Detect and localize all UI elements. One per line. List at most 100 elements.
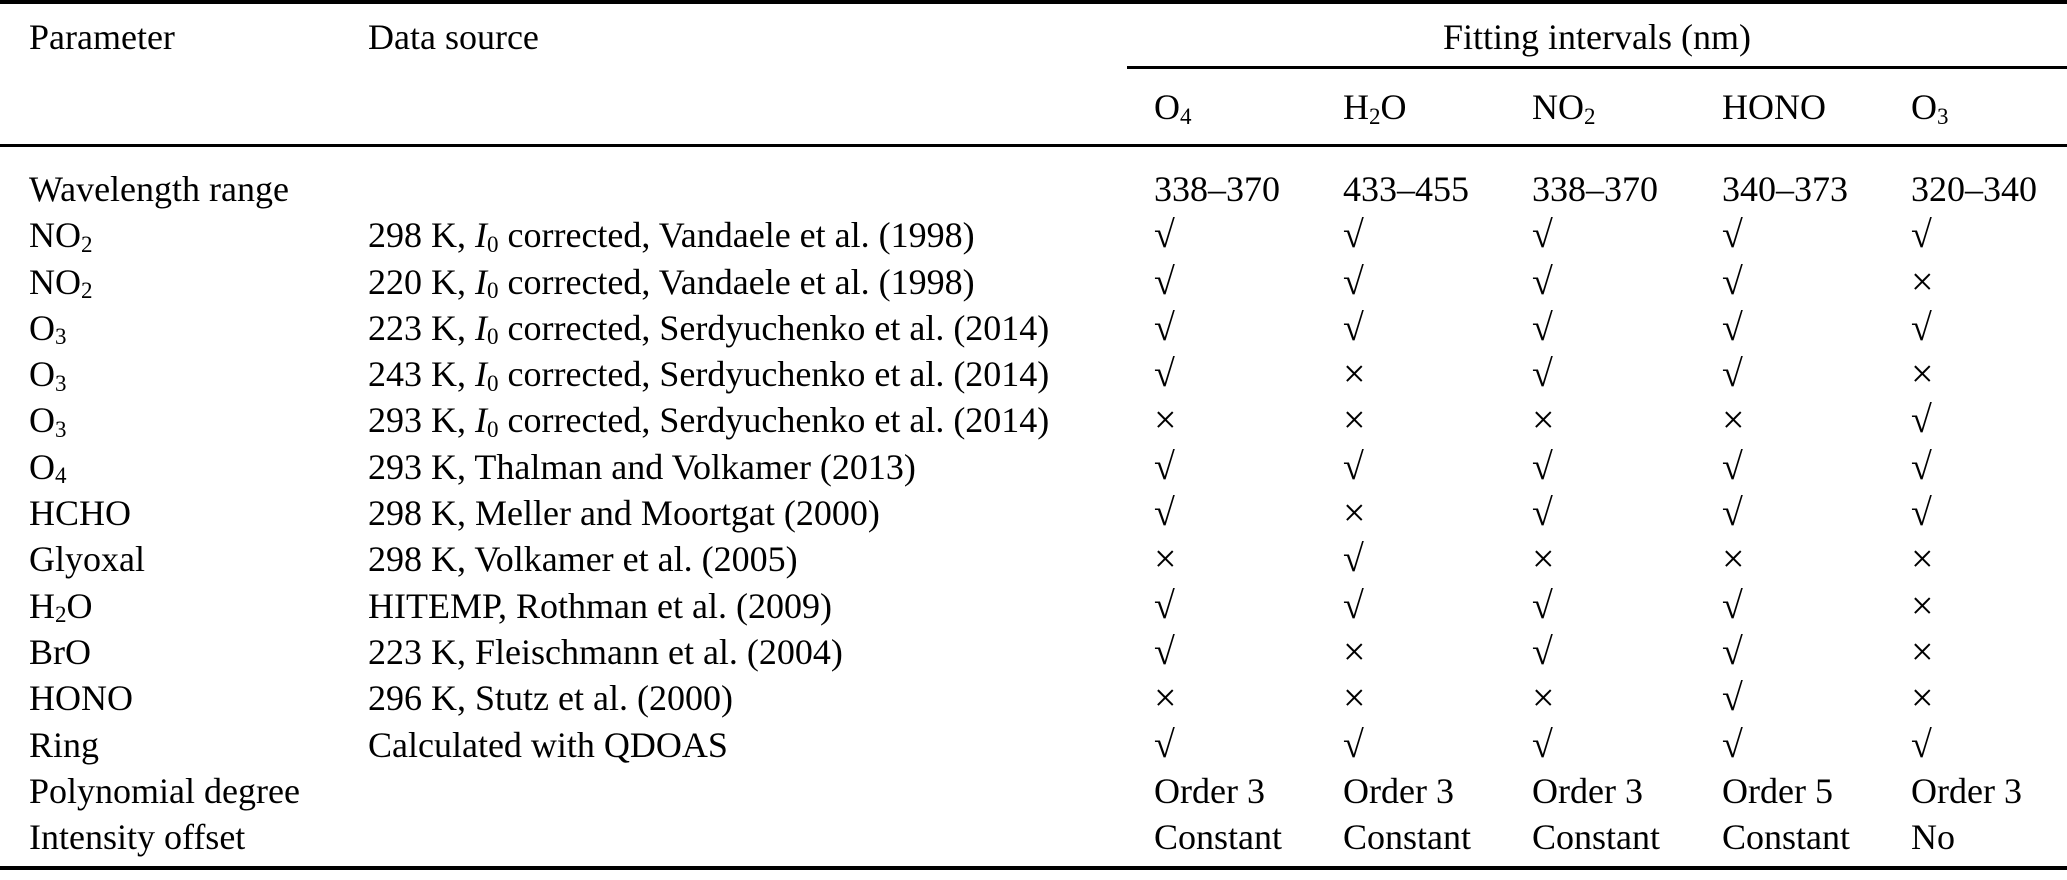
value-cell-o3: Order 3 <box>1911 770 2022 811</box>
cross-icon: × <box>1911 675 1934 721</box>
check-icon: √ <box>1722 260 1743 303</box>
value-cell-no2: 338–370 <box>1532 169 1658 209</box>
table-row: Polynomial degree Order 3 Order 3 Order … <box>0 768 2067 814</box>
check-icon: √ <box>1154 306 1175 349</box>
parameter-cell: H2O <box>29 585 93 628</box>
cross-icon: × <box>1343 351 1366 397</box>
check-icon: √ <box>1911 214 1932 257</box>
cross-icon: × <box>1911 351 1934 397</box>
value-cell-o3: No <box>1911 817 1955 858</box>
check-icon: √ <box>1343 538 1364 581</box>
parameter-cell: Wavelength range <box>29 169 289 209</box>
table-row: O3 243 K, I0 corrected, Serdyuchenko et … <box>0 351 2067 397</box>
check-icon: √ <box>1154 584 1175 627</box>
column-header-o4: O4 <box>1154 87 1192 129</box>
check-icon: √ <box>1532 214 1553 257</box>
column-group-header-fitting-intervals: Fitting intervals (nm) <box>1443 17 1751 57</box>
parameter-cell: Intensity offset <box>29 817 246 858</box>
parameter-cell: Ring <box>29 724 100 765</box>
value-cell-o4: Order 3 <box>1154 770 1265 811</box>
value-cell-h2o: Constant <box>1343 817 1472 858</box>
cross-icon: × <box>1154 536 1177 582</box>
parameter-cell: O3 <box>29 307 67 350</box>
check-icon: √ <box>1532 492 1553 535</box>
value-cell-hono: Constant <box>1722 817 1851 858</box>
table-row: NO2 298 K, I0 corrected, Vandaele et al.… <box>0 212 2067 258</box>
cross-icon: × <box>1343 490 1366 536</box>
cross-icon: × <box>1532 536 1555 582</box>
column-header-hono: HONO <box>1722 87 1826 127</box>
table-row: NO2 220 K, I0 corrected, Vandaele et al.… <box>0 259 2067 305</box>
check-icon: √ <box>1911 723 1932 766</box>
parameter-cell: O3 <box>29 400 67 443</box>
check-icon: √ <box>1532 584 1553 627</box>
check-icon: √ <box>1343 260 1364 303</box>
column-header-o3: O3 <box>1911 87 1949 129</box>
check-icon: √ <box>1722 584 1743 627</box>
check-icon: √ <box>1722 214 1743 257</box>
parameter-cell: O3 <box>29 354 67 396</box>
table-row: Intensity offset Constant Constant Const… <box>0 814 2067 860</box>
data-source-cell: Calculated with QDOAS <box>368 724 728 765</box>
column-header-data-source: Data source <box>368 17 539 57</box>
fitting-intervals-rule <box>1127 66 2067 69</box>
table-row: O3 293 K, I0 corrected, Serdyuchenko et … <box>0 397 2067 443</box>
check-icon: √ <box>1532 260 1553 303</box>
check-icon: √ <box>1911 399 1932 442</box>
check-icon: √ <box>1343 445 1364 488</box>
cross-icon: × <box>1722 397 1745 443</box>
value-cell-hono: 340–373 <box>1722 169 1848 209</box>
check-icon: √ <box>1343 214 1364 257</box>
table-row: BrO 223 K, Fleischmann et al. (2004) √ ×… <box>0 629 2067 675</box>
check-icon: √ <box>1154 630 1175 673</box>
check-icon: √ <box>1154 260 1175 303</box>
check-icon: √ <box>1722 630 1743 673</box>
column-header-h2o: H2O <box>1343 87 1407 129</box>
data-source-cell: 223 K, Fleischmann et al. (2004) <box>368 631 843 672</box>
interval-subheader-row: O4 H2O NO2 HONO O3 <box>0 84 2067 130</box>
check-icon: √ <box>1722 677 1743 720</box>
data-source-cell: 293 K, I0 corrected, Serdyuchenko et al.… <box>368 400 1050 443</box>
value-cell-o4: Constant <box>1154 817 1283 858</box>
parameter-cell: Polynomial degree <box>29 770 300 811</box>
data-source-cell <box>368 814 1154 860</box>
check-icon: √ <box>1343 306 1364 349</box>
check-icon: √ <box>1154 214 1175 257</box>
check-icon: √ <box>1722 492 1743 535</box>
cross-icon: × <box>1911 258 1934 304</box>
data-source-cell: 220 K, I0 corrected, Vandaele et al. (19… <box>368 261 975 304</box>
cross-icon: × <box>1343 675 1366 721</box>
table-row: Ring Calculated with QDOAS √ √ √ √ √ <box>0 722 2067 768</box>
data-source-cell: 298 K, Volkamer et al. (2005) <box>368 539 798 580</box>
check-icon: √ <box>1722 306 1743 349</box>
parameter-cell: HCHO <box>29 493 132 534</box>
data-source-cell <box>368 166 1154 212</box>
table-row: Wavelength range 338–370 433–455 338–370… <box>0 166 2067 212</box>
parameter-cell: Glyoxal <box>29 539 145 580</box>
parameter-cell: NO2 <box>29 261 93 304</box>
check-icon: √ <box>1154 353 1175 396</box>
cross-icon: × <box>1532 675 1555 721</box>
bottom-rule <box>0 866 2067 870</box>
check-icon: √ <box>1532 353 1553 396</box>
parameter-cell: BrO <box>29 631 91 672</box>
parameter-cell: HONO <box>29 678 133 719</box>
check-icon: √ <box>1532 306 1553 349</box>
value-cell-no2: Order 3 <box>1532 770 1643 811</box>
value-cell-h2o: 433–455 <box>1343 169 1469 209</box>
header-rule <box>0 144 2067 147</box>
check-icon: √ <box>1722 353 1743 396</box>
value-cell-o3: 320–340 <box>1911 169 2037 209</box>
value-cell-no2: Constant <box>1532 817 1661 858</box>
cross-icon: × <box>1154 675 1177 721</box>
check-icon: √ <box>1343 723 1364 766</box>
check-icon: √ <box>1722 445 1743 488</box>
data-source-cell: 293 K, Thalman and Volkamer (2013) <box>368 446 916 487</box>
data-source-cell: 298 K, I0 corrected, Vandaele et al. (19… <box>368 215 975 257</box>
cross-icon: × <box>1911 582 1934 628</box>
data-source-cell <box>368 768 1154 814</box>
table-row: H2O HITEMP, Rothman et al. (2009) √ √ √ … <box>0 583 2067 629</box>
data-source-cell: HITEMP, Rothman et al. (2009) <box>368 585 832 626</box>
table-row: HONO 296 K, Stutz et al. (2000) × × × √ … <box>0 675 2067 721</box>
